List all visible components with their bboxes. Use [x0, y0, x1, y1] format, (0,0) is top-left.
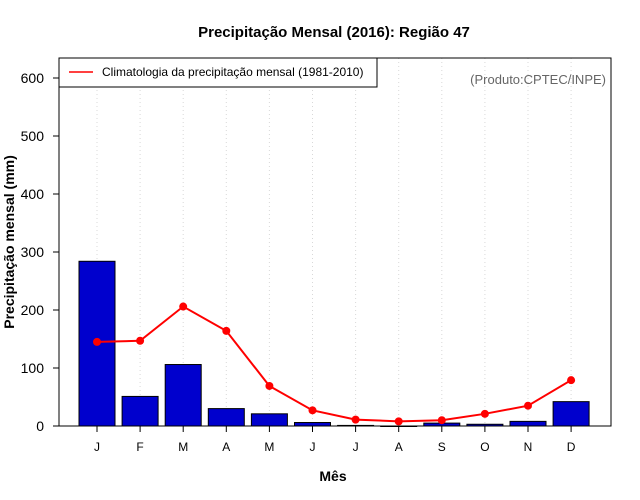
x-tick-label: S — [438, 440, 446, 454]
climatology-point — [394, 417, 403, 426]
bar-N-10 — [509, 420, 547, 427]
climatology-point — [136, 336, 145, 345]
chart-title: Precipitação Mensal (2016): Região 47 — [198, 24, 470, 41]
climatology-line — [96, 305, 572, 423]
climatology-point — [437, 416, 446, 425]
legend-label: Climatologia da precipitação mensal (198… — [102, 65, 363, 79]
climatology-point — [567, 376, 576, 385]
climatology-point — [524, 401, 532, 410]
climatology-point — [265, 381, 274, 390]
bar-F-1 — [121, 395, 159, 427]
climatology-point — [179, 302, 188, 311]
bar-A-3 — [207, 408, 245, 427]
x-tick-label: A — [222, 440, 230, 454]
y-tick-label: 300 — [21, 244, 45, 260]
x-tick-label: M — [264, 440, 274, 454]
y-tick-label: 0 — [36, 418, 44, 434]
grid-lines — [96, 58, 572, 426]
y-tick-label: 500 — [21, 128, 45, 144]
x-tick-label: D — [567, 440, 576, 454]
x-tick-label: J — [94, 440, 100, 454]
x-axis-title: Mês — [319, 468, 346, 484]
x-tick-label: J — [310, 440, 316, 454]
climatology-point — [93, 337, 101, 346]
y-tick-label: 400 — [21, 186, 45, 202]
y-tick-label: 200 — [21, 302, 45, 318]
climatology-point — [351, 415, 360, 424]
bar-D-11 — [552, 401, 590, 427]
x-tick-label: J — [353, 440, 359, 454]
x-tick-label: M — [178, 440, 188, 454]
climatology-point — [308, 406, 317, 415]
y-axis-title: Precipitação mensal (mm) — [1, 155, 17, 329]
bar-M-4 — [250, 413, 288, 427]
climatology-series — [93, 302, 576, 426]
legend: Climatologia da precipitação mensal (198… — [58, 57, 378, 88]
x-tick-label: N — [524, 440, 533, 454]
climatology-point — [222, 326, 231, 335]
y-tick-label: 100 — [21, 360, 45, 376]
x-tick-label: O — [480, 440, 489, 454]
y-axis: 0 100 200 300 400 500 600 — [21, 70, 59, 434]
climatology-point — [480, 409, 489, 418]
bar-M-2 — [164, 364, 202, 427]
bar-J-5 — [294, 422, 331, 427]
x-tick-label: A — [395, 440, 403, 454]
legend-box — [58, 57, 378, 88]
x-tick-label: F — [136, 440, 143, 454]
y-tick-label: 600 — [21, 70, 45, 86]
credit-annotation: (Produto:CPTEC/INPE) — [470, 72, 606, 87]
